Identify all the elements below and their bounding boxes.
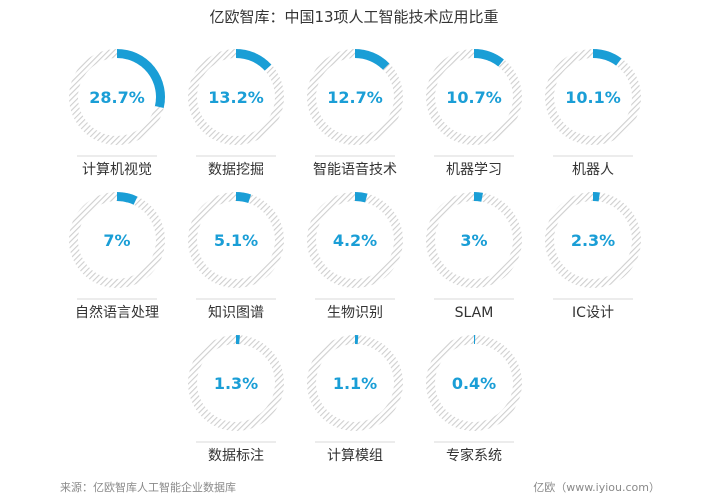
donut-value-arc — [473, 192, 483, 202]
donut-value-label: 0.4% — [452, 374, 496, 393]
donut-category-label: IC设计 — [572, 305, 614, 321]
donut-value-label: 12.7% — [327, 88, 383, 107]
donut-value-arc — [592, 49, 622, 66]
donut-value-label: 2.3% — [571, 231, 615, 250]
donut-value-label: 7% — [103, 231, 130, 250]
donut-value-arc — [116, 192, 138, 205]
donut-value-arc — [354, 192, 368, 203]
donut-item: 1.3% 数据标注 — [188, 335, 284, 464]
credit-note: 亿欧（www.iyiou.com） — [533, 481, 660, 494]
donut-item: 7% 自然语言处理 — [69, 192, 165, 321]
donut-category-label: 自然语言处理 — [75, 304, 159, 321]
donut-category-label: 生物识别 — [327, 305, 383, 321]
donut-item: 13.2% 数据挖掘 — [188, 49, 284, 178]
donut-item: 2.3% IC设计 — [545, 192, 641, 321]
donut-category-label: 计算机视觉 — [82, 162, 152, 178]
donut-value-label: 1.1% — [333, 374, 377, 393]
donut-value-label: 10.7% — [446, 88, 502, 107]
donut-value-label: 3% — [460, 231, 487, 250]
donut-category-label: 智能语音技术 — [313, 161, 397, 178]
donut-item: 5.1% 知识图谱 — [188, 192, 284, 321]
donut-value-arc — [354, 49, 390, 70]
donut-category-label: 机器人 — [572, 162, 614, 178]
donut-item: 4.2% 生物识别 — [307, 192, 403, 321]
donut-item: 1.1% 计算模组 — [307, 335, 403, 464]
donut-category-label: 专家系统 — [446, 447, 502, 464]
donut-item: 0.4% 专家系统 — [426, 335, 522, 464]
donut-category-label: 数据标注 — [208, 448, 264, 464]
donut-category-label: SLAM — [455, 305, 494, 321]
donut-category-label: 知识图谱 — [208, 304, 264, 321]
donut-item: 3% SLAM — [426, 192, 522, 321]
donut-value-arc — [116, 49, 165, 109]
chart-title: 亿欧智库：中国13项人工智能技术应用比重 — [209, 8, 499, 26]
source-note: 来源：亿欧智库人工智能企业数据库 — [60, 481, 236, 494]
donut-value-label: 10.1% — [565, 88, 621, 107]
donut-value-label: 5.1% — [214, 231, 258, 250]
donut-category-label: 数据挖掘 — [208, 162, 264, 178]
donut-value-arc — [473, 49, 504, 67]
donut-value-label: 4.2% — [333, 231, 377, 250]
donut-item: 10.7% 机器学习 — [426, 49, 522, 178]
donut-category-label: 计算模组 — [327, 448, 383, 464]
donut-item: 12.7% 智能语音技术 — [307, 49, 403, 178]
donut-category-label: 机器学习 — [446, 162, 502, 178]
donut-item: 28.7% 计算机视觉 — [69, 49, 165, 178]
donut-value-label: 1.3% — [214, 374, 258, 393]
donut-value-label: 13.2% — [208, 88, 264, 107]
donut-value-arc — [235, 192, 252, 204]
donut-item: 10.1% 机器人 — [545, 49, 641, 178]
donut-value-arc — [235, 49, 272, 71]
donut-value-label: 28.7% — [89, 88, 145, 107]
